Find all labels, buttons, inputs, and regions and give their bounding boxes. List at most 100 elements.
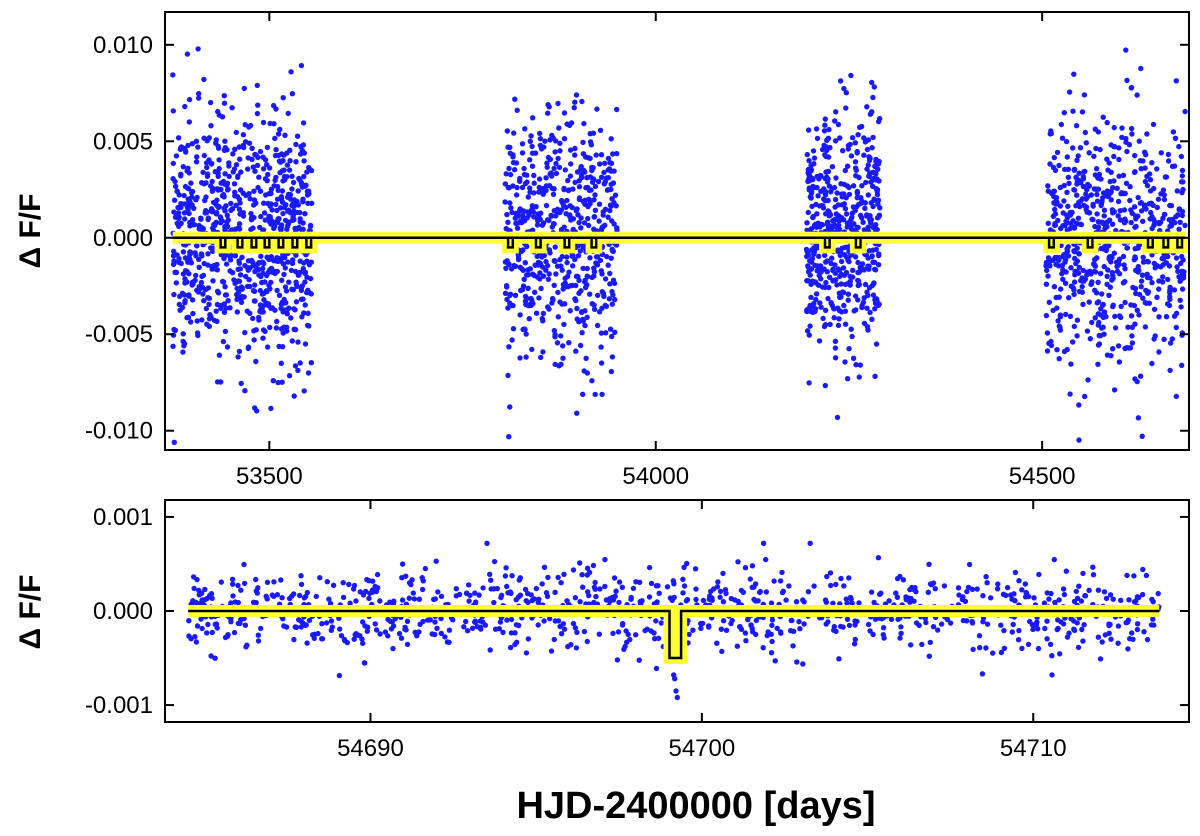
data-point [1092,263,1099,269]
data-point [916,622,922,628]
data-point [530,115,536,121]
data-point [251,337,257,343]
data-point [278,360,284,366]
data-point [580,265,586,272]
data-point [843,211,850,217]
data-point [612,296,618,303]
data-point [291,393,297,399]
data-point [869,145,875,151]
data-point [193,253,199,259]
data-point [788,628,794,634]
data-point [1118,597,1124,603]
data-point [614,227,620,233]
data-point [235,278,242,284]
data-point [769,638,775,645]
data-point [202,597,208,603]
data-point [563,204,569,211]
data-point [552,331,558,338]
data-point [1103,192,1110,199]
data-point [811,583,817,589]
data-point [560,355,566,361]
data-point [245,258,252,264]
data-point [303,593,309,600]
data-point [1092,315,1098,321]
data-point [1084,272,1090,278]
data-point [306,323,312,329]
data-point [272,177,278,184]
data-point [538,285,544,292]
data-point [579,309,585,315]
data-point [1179,212,1186,219]
data-point [1124,245,1131,251]
data-point [1077,221,1083,227]
data-point [841,583,847,589]
data-point [240,190,246,196]
data-point [253,588,259,594]
data-point [226,163,232,169]
data-point [771,578,777,584]
data-point [237,200,243,206]
data-point [1086,150,1092,156]
data-point [503,265,509,271]
data-point [1100,220,1107,227]
data-point [188,636,194,642]
data-point [849,600,855,606]
data-point [1044,267,1050,274]
data-point [580,318,586,324]
data-point [593,152,599,158]
data-point [690,627,696,633]
data-point [196,284,202,290]
data-point [593,593,599,600]
data-point [1116,313,1123,319]
data-point [720,618,727,624]
data-point [186,618,192,624]
data-point [224,212,230,218]
data-point [1058,225,1064,232]
data-point [804,227,810,233]
data-point [1116,145,1122,151]
data-point [579,572,585,578]
data-point [1066,89,1073,95]
data-point [205,171,211,177]
data-point [871,280,877,286]
data-point [1111,153,1117,160]
data-point [304,258,310,264]
data-point [265,269,272,275]
data-point [853,173,859,179]
y-tick-label: -0.005 [85,321,153,348]
data-point [841,85,847,92]
data-point [466,582,472,588]
data-point [1140,566,1146,573]
data-point [488,577,494,583]
data-point [193,639,200,645]
data-point [517,178,523,184]
data-point [225,217,231,223]
data-point [205,621,211,628]
data-point [556,125,562,131]
data-point [1022,581,1028,587]
data-point [336,672,343,679]
data-point [842,359,848,365]
data-point [592,391,598,398]
data-point [1124,77,1130,84]
data-point [365,624,371,630]
data-point [764,632,770,639]
data-point [238,380,244,387]
data-point [1141,629,1147,635]
data-point [1099,198,1105,204]
data-point [1164,253,1171,260]
data-point [302,279,308,285]
data-point [844,163,851,169]
data-point [567,308,573,314]
data-point [275,258,281,265]
data-point [742,630,749,636]
data-point [179,304,186,311]
data-point [216,165,222,172]
data-point [655,635,662,641]
data-point [250,164,256,170]
data-point [880,625,887,631]
data-point [871,599,877,606]
data-point [1045,273,1051,279]
data-point [477,624,484,630]
data-point [469,625,476,631]
